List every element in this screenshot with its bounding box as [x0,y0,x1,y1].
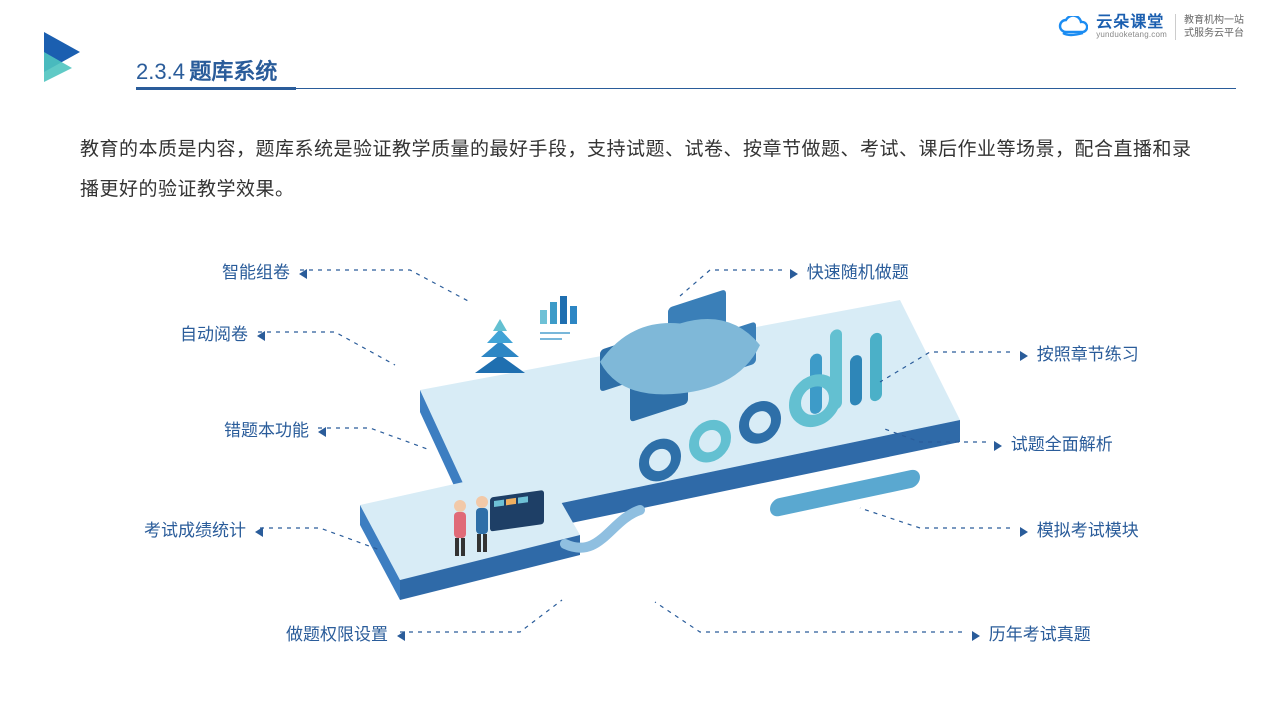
title-underline [136,88,1236,89]
feature-label-auto: 自动阅卷 [180,320,265,345]
feature-label-chapter: 按照章节练习 [1020,340,1139,365]
section-description: 教育的本质是内容，题库系统是验证教学质量的最好手段，支持试题、试卷、按章节做题、… [80,130,1200,210]
brand-name-en: yunduoketang.com [1096,31,1167,39]
feature-label-perm: 做题权限设置 [286,620,405,645]
brand-tagline-1: 教育机构一站 [1184,14,1244,27]
feature-label-mock: 模拟考试模块 [1020,516,1139,541]
brand-logo: 云朵课堂 yunduoketang.com 教育机构一站 式服务云平台 [1058,14,1244,40]
section-number: 2.3.4 [136,59,185,84]
logo-divider [1175,14,1176,40]
play-icon [36,28,90,87]
brand-name-cn: 云朵课堂 [1096,15,1167,31]
feature-label-smart: 智能组卷 [222,258,307,283]
section-title: 题库系统 [189,59,277,84]
feature-label-wrong: 错题本功能 [224,416,326,441]
feature-label-stats: 考试成绩统计 [144,516,263,541]
feature-diagram: 智能组卷 自动阅卷 错题本功能 考试成绩统计 做题权限设置 快速随机做题 按照章… [0,220,1280,700]
cloud-icon [1058,16,1088,38]
brand-tagline-2: 式服务云平台 [1184,27,1244,40]
feature-label-past: 历年考试真题 [972,620,1091,645]
feature-label-analysis: 试题全面解析 [994,430,1113,455]
feature-label-quick: 快速随机做题 [790,258,909,283]
